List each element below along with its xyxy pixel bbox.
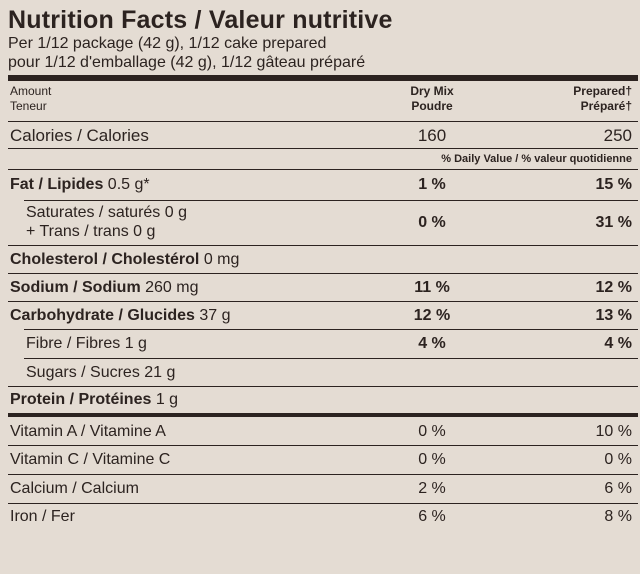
vitamin-c-prepared-value: 0 % [604, 451, 632, 468]
dry-mix-label-fr: Poudre [411, 99, 453, 113]
sugars-label: Sugars / Sucres 21 g [26, 364, 176, 381]
cholesterol-row: Cholesterol / Cholestérol 0 mg [8, 246, 640, 273]
divider [24, 329, 638, 330]
fibre-label: Fibre / Fibres 1 g [26, 335, 147, 352]
fat-label: Fat / Lipides 0.5 g* [10, 176, 150, 194]
divider [24, 358, 638, 359]
divider [8, 503, 638, 504]
daily-value-header: % Daily Value / % valeur quotidienne [8, 149, 640, 169]
divider [24, 200, 638, 201]
saturates-label: Saturates / saturés 0 g [26, 204, 187, 221]
fat-dry-value: 1 % [418, 176, 446, 193]
divider [8, 121, 638, 122]
trans-label: + Trans / trans 0 g [26, 223, 156, 240]
cholesterol-amount: 0 mg [203, 251, 240, 268]
divider-thick [8, 413, 638, 417]
fibre-dry-value: 4 % [418, 335, 446, 352]
dry-mix-label-en: Dry Mix [410, 84, 454, 98]
carbohydrate-row: Carbohydrate / Glucides 37 g 12 % 13 % [8, 302, 640, 329]
daily-value-label: % Daily Value / % valeur quotidienne [441, 153, 632, 165]
divider [8, 474, 638, 475]
divider [8, 301, 638, 302]
vitamin-row: Vitamin C / Vitamine C 0 % 0 % [8, 446, 640, 474]
fat-name: Fat / Lipides [10, 176, 104, 193]
vitamin-c-label: Vitamin C / Vitamine C [10, 451, 171, 468]
serving-size-en: Per 1/12 package (42 g), 1/12 cake prepa… [8, 35, 327, 52]
carbohydrate-prepared-value: 13 % [595, 307, 632, 324]
divider [8, 245, 638, 246]
saturates-dry-value: 0 % [418, 214, 446, 231]
sodium-dry-value: 11 % [414, 279, 450, 296]
carbohydrate-name: Carbohydrate / Glucides [10, 307, 195, 324]
calcium-prepared-value: 6 % [604, 480, 632, 497]
vitamin-c-dry-value: 0 % [418, 451, 446, 468]
calcium-dry-value: 2 % [418, 480, 446, 497]
carbohydrate-label: Carbohydrate / Glucides 37 g [10, 307, 231, 325]
calories-dry-value: 160 [417, 126, 447, 145]
sodium-row: Sodium / Sodium 260 mg 11 % 12 % [8, 274, 640, 301]
fibre-prepared-value: 4 % [604, 335, 632, 352]
vitamin-row: Vitamin A / Vitamine A 0 % 10 % [8, 417, 640, 445]
divider [8, 273, 638, 274]
vitamin-a-dry-value: 0 % [418, 423, 446, 440]
divider [8, 148, 638, 149]
amount-label-en: Amount [10, 84, 52, 98]
prepared-header: Prepared† Préparé† [573, 84, 632, 114]
calories-row: Calories / Calories 160 250 [8, 122, 640, 148]
fibre-row: Fibre / Fibres 1 g 4 % 4 % [8, 330, 640, 358]
divider [8, 169, 638, 170]
fat-prepared-value: 15 % [595, 176, 632, 193]
fat-amount: 0.5 g* [107, 176, 150, 193]
protein-amount: 1 g [155, 391, 179, 408]
iron-prepared-value: 8 % [604, 508, 632, 525]
sugars-row: Sugars / Sucres 21 g [8, 359, 640, 386]
fat-row: Fat / Lipides 0.5 g* 1 % 15 % [8, 170, 640, 200]
sodium-amount: 260 mg [145, 279, 199, 296]
calories-prepared-value: 250 [603, 126, 632, 145]
prepared-label-en: Prepared† [573, 84, 632, 98]
dry-mix-header: Dry Mix Poudre [392, 84, 472, 114]
sodium-label: Sodium / Sodium 260 mg [10, 279, 199, 297]
divider [8, 445, 638, 446]
saturates-prepared-value: 31 % [595, 214, 632, 231]
cholesterol-label: Cholesterol / Cholestérol 0 mg [10, 251, 239, 269]
column-header: Amount Teneur Dry Mix Poudre Prepared† P… [8, 81, 640, 121]
protein-label: Protein / Protéines 1 g [10, 391, 178, 409]
vitamin-a-label: Vitamin A / Vitamine A [10, 423, 166, 440]
saturates-row: Saturates / saturés 0 g + Trans / trans … [8, 201, 640, 245]
carbohydrate-amount: 37 g [199, 307, 231, 324]
amount-header: Amount Teneur [10, 84, 51, 114]
vitamin-a-prepared-value: 10 % [595, 423, 632, 440]
panel-title: Nutrition Facts / Valeur nutritive [8, 6, 393, 34]
protein-row: Protein / Protéines 1 g [8, 387, 640, 413]
divider-thick [8, 75, 638, 81]
calories-label: Calories / Calories [10, 126, 149, 145]
carbohydrate-dry-value: 12 % [413, 307, 451, 324]
iron-dry-value: 6 % [418, 508, 446, 525]
sodium-prepared-value: 12 % [595, 279, 632, 296]
vitamin-row: Iron / Fer 6 % 8 % [8, 504, 640, 530]
sodium-name: Sodium / Sodium [10, 279, 141, 296]
divider [8, 386, 638, 387]
protein-name: Protein / Protéines [10, 391, 152, 408]
cholesterol-name: Cholesterol / Cholestérol [10, 251, 200, 268]
prepared-label-fr: Préparé† [580, 99, 632, 113]
calcium-label: Calcium / Calcium [10, 480, 139, 497]
amount-label-fr: Teneur [10, 99, 47, 113]
iron-label: Iron / Fer [10, 508, 75, 525]
vitamin-row: Calcium / Calcium 2 % 6 % [8, 475, 640, 503]
serving-size-fr: pour 1/12 d'emballage (42 g), 1/12 gâtea… [8, 54, 366, 71]
